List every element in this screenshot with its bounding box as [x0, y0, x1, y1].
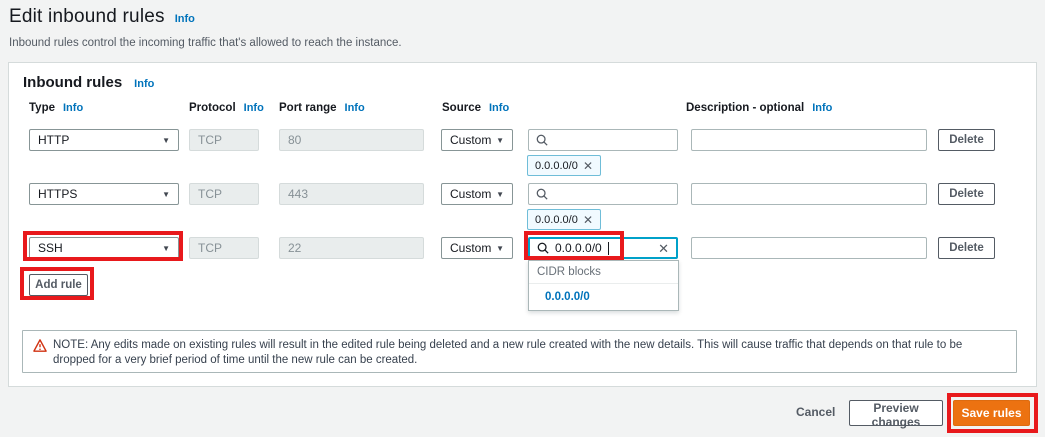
column-header-protocol: Protocol Info	[189, 102, 264, 114]
description-input-https[interactable]	[691, 183, 927, 205]
chevron-down-icon: ▼	[162, 243, 170, 253]
search-icon	[536, 188, 548, 200]
remove-tag-icon[interactable]: ✕	[582, 158, 593, 173]
chevron-down-icon: ▼	[496, 189, 504, 199]
type-select-http-value: HTTP	[38, 133, 70, 147]
warning-icon	[33, 339, 47, 352]
source-select-https[interactable]: Custom ▼	[441, 183, 513, 205]
page-subtitle: Inbound rules control the incoming traff…	[9, 37, 402, 49]
cidr-tag-http: 0.0.0.0/0 ✕	[527, 155, 601, 176]
panel-header: Inbound rules Info	[23, 74, 154, 91]
page-title-info-link[interactable]: Info	[174, 13, 195, 25]
source-select-http-value: Custom	[450, 133, 492, 147]
save-rules-button[interactable]: Save rules	[953, 400, 1030, 426]
cidr-group-label: CIDR blocks	[529, 261, 678, 284]
column-label-protocol: Protocol	[189, 102, 236, 114]
description-info-link[interactable]: Info	[812, 102, 833, 114]
description-input-ssh[interactable]	[691, 237, 927, 259]
column-header-source: Source Info	[442, 102, 509, 114]
panel-title: Inbound rules	[23, 74, 123, 91]
source-select-ssh[interactable]: Custom ▼	[441, 237, 513, 259]
type-select-ssh-value: SSH	[38, 241, 63, 255]
chevron-down-icon: ▼	[496, 243, 504, 253]
cidr-tag-http-value: 0.0.0.0/0	[535, 159, 578, 172]
add-rule-button[interactable]: Add rule	[29, 274, 88, 296]
cidr-suggestions-dropdown: CIDR blocks 0.0.0.0/0	[528, 260, 679, 311]
source-search-input-https[interactable]	[528, 183, 678, 205]
protocol-field-ssh: TCP	[189, 237, 259, 259]
remove-tag-icon[interactable]: ✕	[582, 212, 593, 227]
column-header-type: Type Info	[29, 102, 83, 114]
note-text: NOTE: Any edits made on existing rules w…	[53, 339, 963, 366]
delete-rule-button-http[interactable]: Delete	[938, 129, 995, 151]
delete-rule-button-ssh[interactable]: Delete	[938, 237, 995, 259]
source-select-http[interactable]: Custom ▼	[441, 129, 513, 151]
source-select-https-value: Custom	[450, 187, 492, 201]
column-label-source: Source	[442, 102, 481, 114]
cancel-button[interactable]: Cancel	[796, 405, 836, 419]
description-input-http[interactable]	[691, 129, 927, 151]
clear-search-icon[interactable]: ✕	[658, 240, 669, 256]
chevron-down-icon: ▼	[496, 135, 504, 145]
search-icon	[537, 242, 549, 254]
inbound-rules-panel: Inbound rules Info Type Info Protocol In…	[8, 62, 1037, 387]
type-select-https-value: HTTPS	[38, 187, 78, 201]
port-range-info-link[interactable]: Info	[344, 102, 365, 114]
column-header-port-range: Port range Info	[279, 102, 365, 114]
protocol-field-https: TCP	[189, 183, 259, 205]
source-search-input-ssh[interactable]: 0.0.0.0/0 ✕	[528, 237, 678, 259]
protocol-info-link[interactable]: Info	[243, 102, 264, 114]
source-search-input-ssh-value: 0.0.0.0/0	[555, 241, 602, 255]
port-range-field-https: 443	[279, 183, 424, 205]
delete-rule-button-https[interactable]: Delete	[938, 183, 995, 205]
preview-changes-button[interactable]: Preview changes	[849, 400, 943, 429]
cidr-tag-https: 0.0.0.0/0 ✕	[527, 209, 601, 230]
column-label-port-range: Port range	[279, 102, 337, 114]
source-search-input-http[interactable]	[528, 129, 678, 151]
source-select-ssh-value: Custom	[450, 241, 492, 255]
type-select-ssh[interactable]: SSH ▼	[29, 237, 179, 259]
column-header-description: Description - optional Info	[686, 102, 832, 114]
cidr-option[interactable]: 0.0.0.0/0	[545, 291, 590, 303]
protocol-field-http: TCP	[189, 129, 259, 151]
cidr-tag-https-value: 0.0.0.0/0	[535, 213, 578, 226]
type-info-link[interactable]: Info	[63, 102, 84, 114]
note-box: NOTE: Any edits made on existing rules w…	[22, 330, 1017, 373]
source-info-link[interactable]: Info	[489, 102, 510, 114]
column-label-description: Description - optional	[686, 102, 805, 114]
panel-title-info-link[interactable]: Info	[134, 78, 155, 90]
page-header: Edit inbound rules Info	[9, 6, 195, 28]
chevron-down-icon: ▼	[162, 135, 170, 145]
type-select-https[interactable]: HTTPS ▼	[29, 183, 179, 205]
column-label-type: Type	[29, 102, 55, 114]
chevron-down-icon: ▼	[162, 189, 170, 199]
search-icon	[536, 134, 548, 146]
type-select-http[interactable]: HTTP ▼	[29, 129, 179, 151]
port-range-field-http: 80	[279, 129, 424, 151]
page-title: Edit inbound rules	[9, 6, 165, 27]
text-cursor	[607, 241, 609, 255]
port-range-field-ssh: 22	[279, 237, 424, 259]
